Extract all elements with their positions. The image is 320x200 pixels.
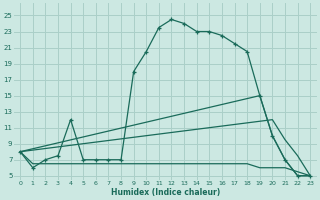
X-axis label: Humidex (Indice chaleur): Humidex (Indice chaleur): [111, 188, 220, 197]
